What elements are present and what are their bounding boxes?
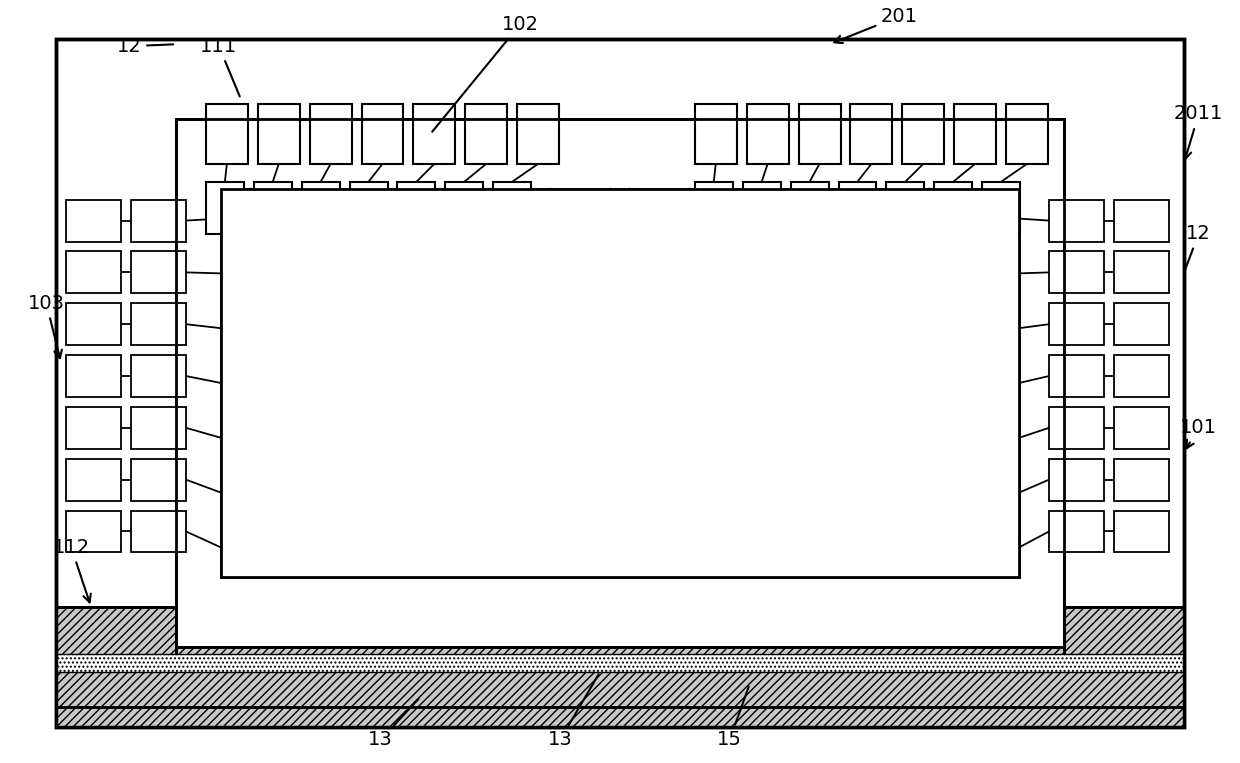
Bar [1114, 510, 1169, 552]
Bar [254, 182, 291, 233]
Bar [1049, 355, 1104, 397]
Text: 13: 13 [368, 699, 419, 749]
Bar [66, 407, 122, 449]
Bar [1049, 459, 1104, 501]
Bar [131, 252, 186, 293]
Bar [56, 607, 176, 662]
Bar [1049, 407, 1104, 449]
Bar [131, 355, 186, 397]
Text: 12: 12 [117, 37, 174, 56]
Bar [221, 188, 1019, 578]
Bar [131, 200, 186, 242]
Bar [398, 182, 435, 233]
Bar [56, 617, 1184, 707]
Text: 102: 102 [433, 14, 538, 132]
Bar [56, 654, 1184, 672]
Bar [176, 119, 1064, 647]
Bar [1114, 407, 1169, 449]
Bar [350, 182, 388, 233]
Bar [56, 672, 1184, 726]
Bar [131, 303, 186, 345]
Bar [56, 607, 176, 662]
Bar [494, 182, 531, 233]
Bar [743, 182, 781, 233]
Bar [1114, 303, 1169, 345]
Bar [1064, 607, 1184, 662]
Bar [176, 119, 1064, 647]
Bar [1114, 355, 1169, 397]
Bar [56, 672, 1184, 726]
Bar [903, 104, 945, 164]
Text: 103: 103 [27, 294, 64, 358]
Bar [362, 104, 403, 164]
Bar [131, 459, 186, 501]
Bar [66, 252, 122, 293]
Bar [746, 104, 789, 164]
Bar [56, 617, 1184, 707]
Text: 101: 101 [1180, 418, 1218, 449]
Bar [66, 303, 122, 345]
Bar [221, 188, 1019, 578]
Bar [838, 182, 877, 233]
Bar [1049, 252, 1104, 293]
Text: 15: 15 [717, 687, 749, 749]
Bar [66, 355, 122, 397]
Bar [1064, 607, 1184, 662]
Bar [955, 104, 996, 164]
Bar [131, 510, 186, 552]
Bar [465, 104, 507, 164]
Bar [206, 104, 248, 164]
Bar [887, 182, 924, 233]
Bar [934, 182, 972, 233]
Bar [66, 200, 122, 242]
Bar [517, 104, 559, 164]
Bar [694, 182, 733, 233]
Bar [131, 407, 186, 449]
Text: 12: 12 [1184, 224, 1211, 271]
Bar [66, 459, 122, 501]
Bar [799, 104, 841, 164]
Bar [982, 182, 1021, 233]
Bar [1049, 510, 1104, 552]
Bar [206, 182, 244, 233]
Bar [791, 182, 828, 233]
Bar [694, 104, 737, 164]
Bar [258, 104, 300, 164]
Text: 111: 111 [201, 37, 239, 96]
Bar [301, 182, 340, 233]
Bar [310, 104, 352, 164]
Bar [1049, 303, 1104, 345]
Bar [1114, 200, 1169, 242]
Bar [66, 510, 122, 552]
Bar [851, 104, 893, 164]
Text: 201: 201 [835, 7, 918, 43]
Text: 13: 13 [548, 674, 599, 749]
Text: 112: 112 [52, 538, 91, 602]
Bar [1114, 252, 1169, 293]
Bar [1006, 104, 1048, 164]
Text: 2011: 2011 [1174, 105, 1224, 159]
Bar [1049, 200, 1104, 242]
Bar [413, 104, 455, 164]
Bar [445, 182, 484, 233]
Bar [1114, 459, 1169, 501]
